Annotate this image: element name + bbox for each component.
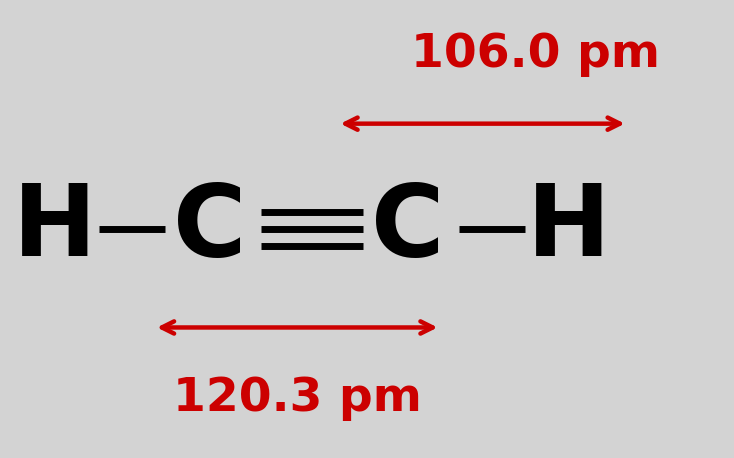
Text: 120.3 pm: 120.3 pm bbox=[172, 376, 422, 421]
Text: 106.0 pm: 106.0 pm bbox=[411, 33, 661, 77]
Text: H: H bbox=[527, 180, 611, 278]
Text: C: C bbox=[172, 180, 246, 278]
Text: C: C bbox=[371, 180, 444, 278]
Text: H: H bbox=[13, 180, 97, 278]
